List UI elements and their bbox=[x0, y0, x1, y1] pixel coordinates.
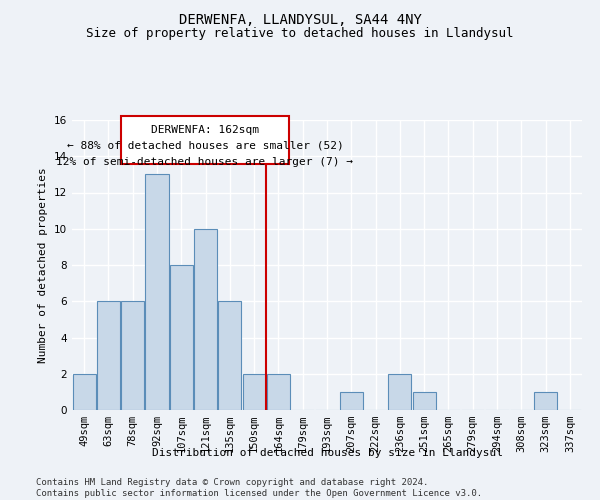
FancyBboxPatch shape bbox=[121, 116, 289, 164]
Bar bbox=[170, 265, 193, 410]
Text: DERWENFA, LLANDYSUL, SA44 4NY: DERWENFA, LLANDYSUL, SA44 4NY bbox=[179, 12, 421, 26]
Bar bbox=[340, 392, 363, 410]
Text: 12% of semi-detached houses are larger (7) →: 12% of semi-detached houses are larger (… bbox=[56, 158, 353, 168]
Bar bbox=[218, 301, 241, 410]
Bar bbox=[242, 374, 266, 410]
Bar bbox=[413, 392, 436, 410]
Text: ← 88% of detached houses are smaller (52): ← 88% of detached houses are smaller (52… bbox=[67, 141, 343, 151]
Text: Contains HM Land Registry data © Crown copyright and database right 2024.
Contai: Contains HM Land Registry data © Crown c… bbox=[36, 478, 482, 498]
Bar bbox=[534, 392, 557, 410]
Y-axis label: Number of detached properties: Number of detached properties bbox=[38, 167, 49, 363]
Bar bbox=[388, 374, 412, 410]
Bar bbox=[121, 301, 144, 410]
Bar bbox=[97, 301, 120, 410]
Text: Size of property relative to detached houses in Llandysul: Size of property relative to detached ho… bbox=[86, 28, 514, 40]
Bar bbox=[267, 374, 290, 410]
Text: DERWENFA: 162sqm: DERWENFA: 162sqm bbox=[151, 124, 259, 134]
Bar bbox=[194, 229, 217, 410]
Bar bbox=[145, 174, 169, 410]
Text: Distribution of detached houses by size in Llandysul: Distribution of detached houses by size … bbox=[151, 448, 503, 458]
Bar bbox=[73, 374, 95, 410]
